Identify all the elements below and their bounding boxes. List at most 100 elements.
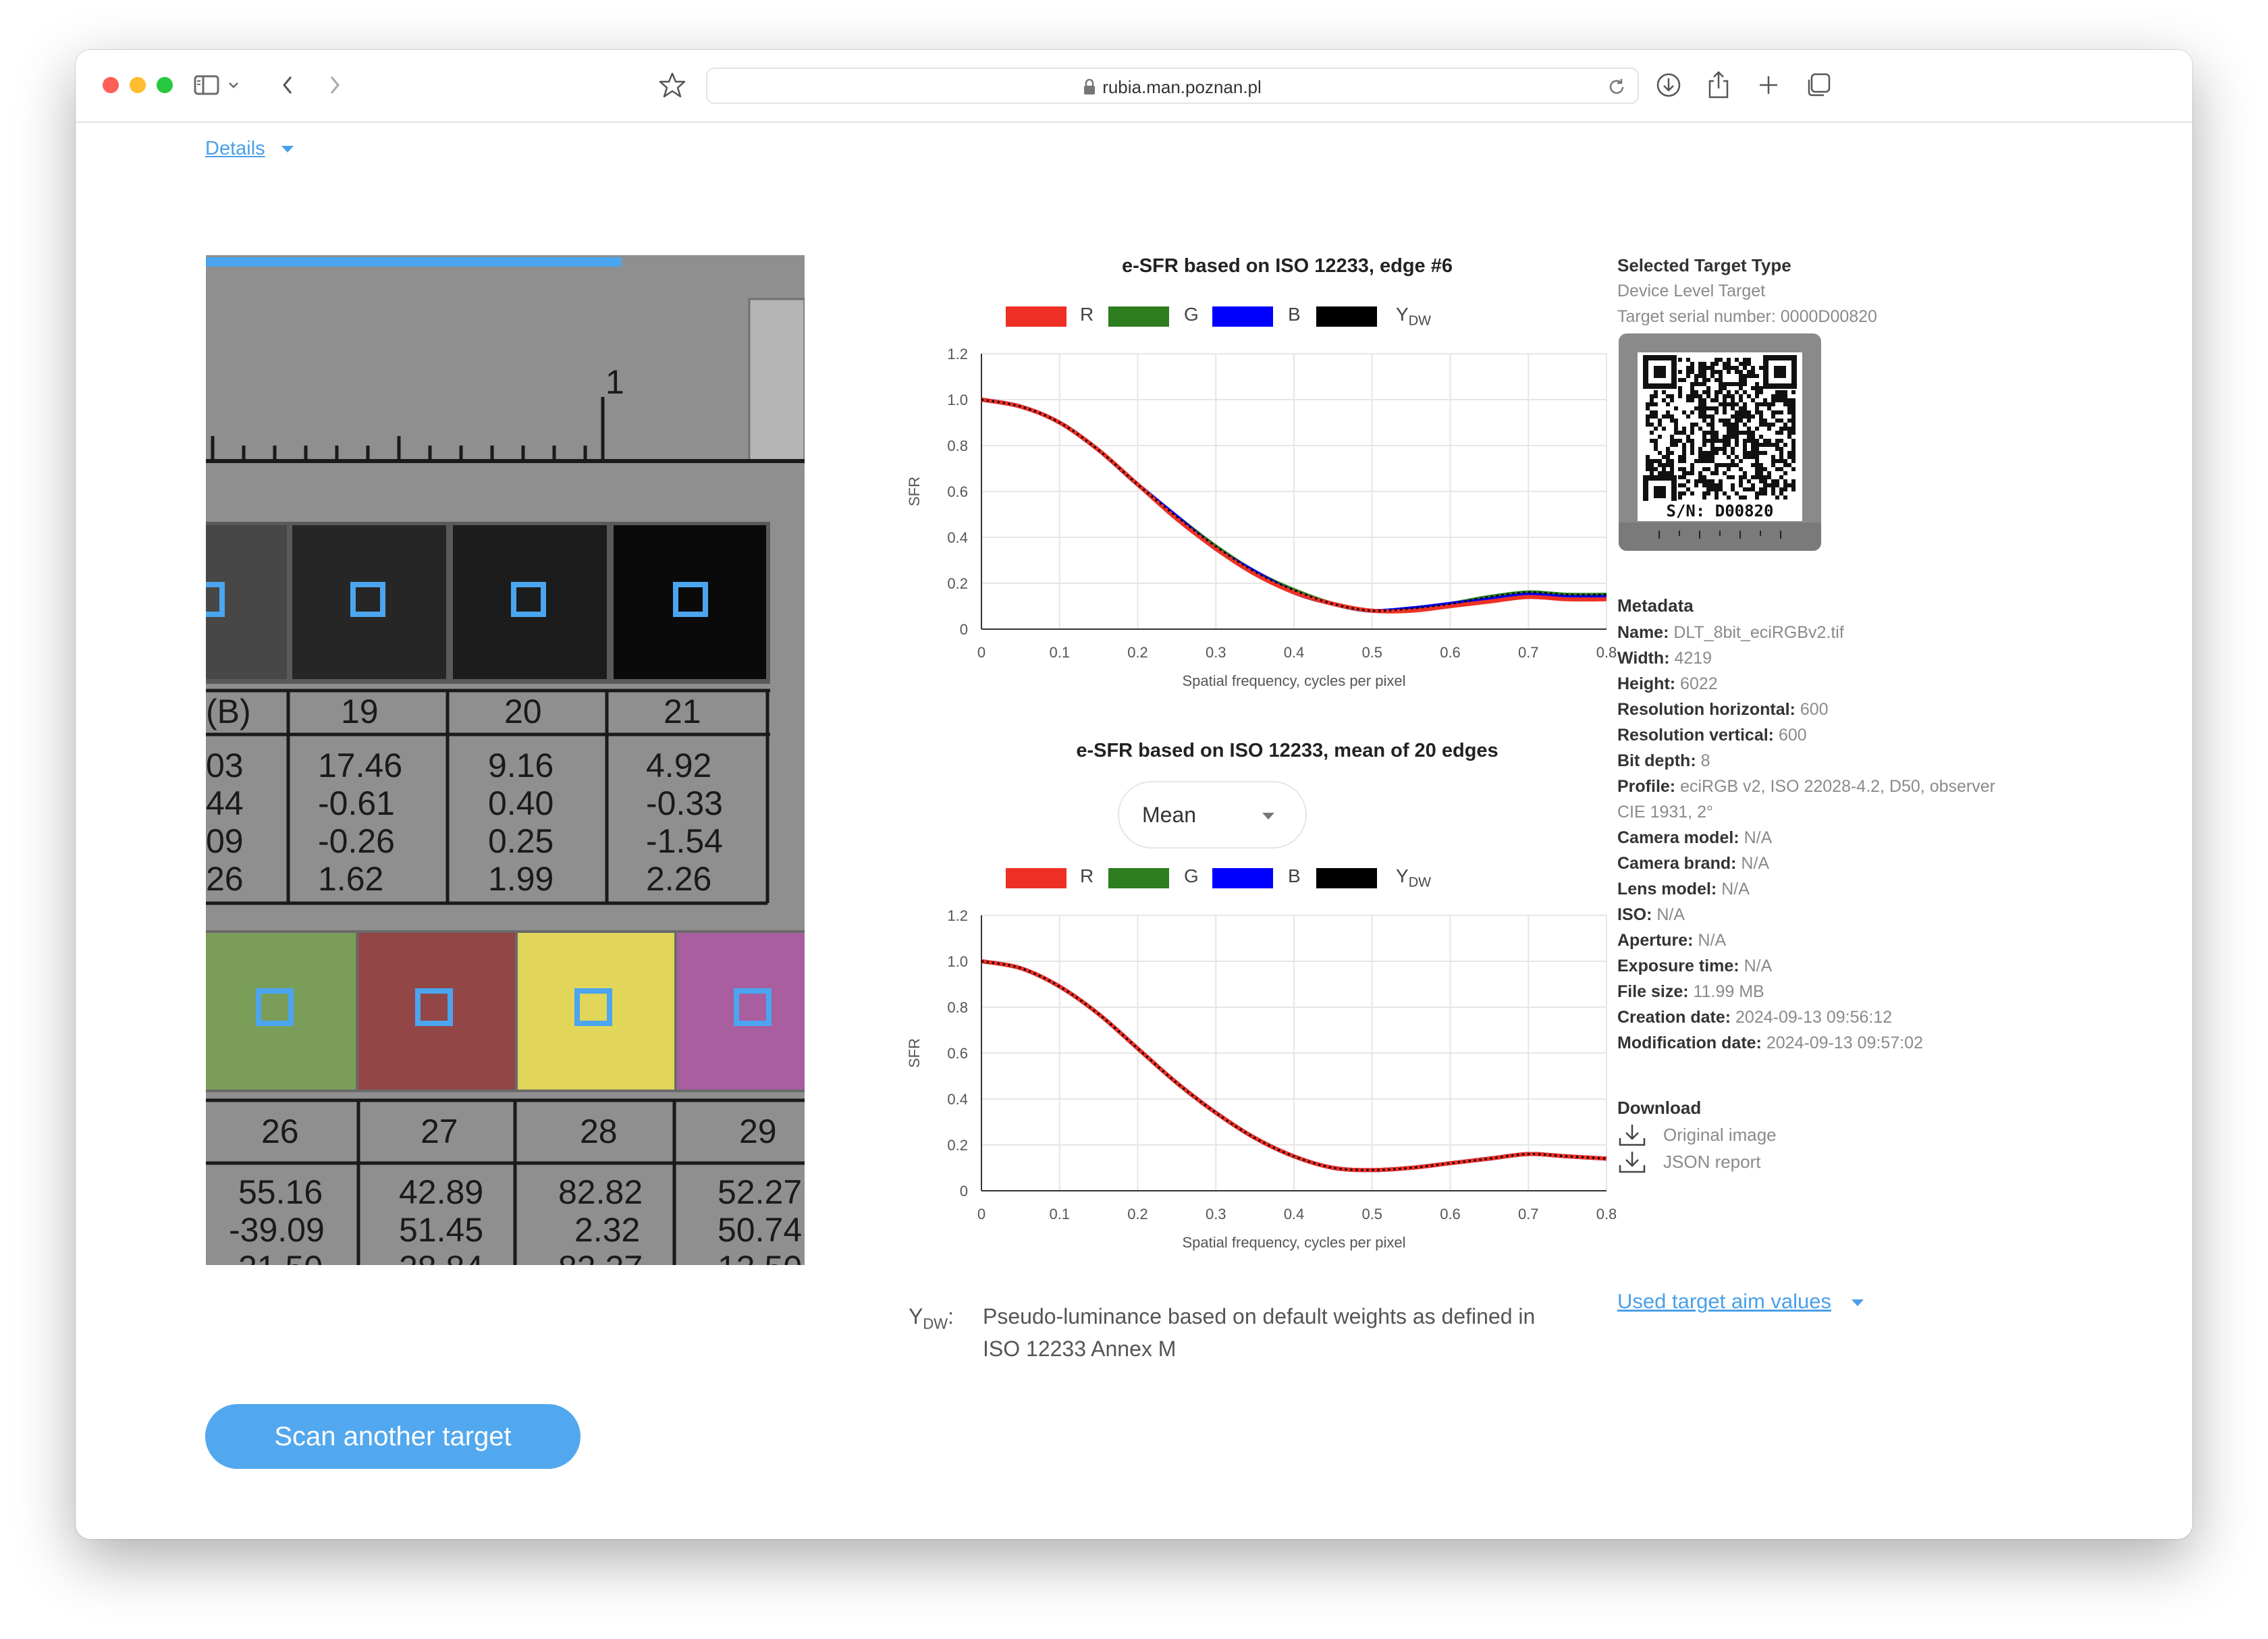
y-tick-label: 0.8: [947, 999, 968, 1016]
details-toggle[interactable]: Details: [205, 138, 294, 160]
metadata-value: DLT_8bit_eciRGBv2.tif: [1673, 623, 1844, 642]
back-icon[interactable]: [273, 70, 302, 100]
metadata-value: N/A: [1744, 957, 1773, 975]
row2-col3-v0: 52.27: [718, 1173, 803, 1211]
new-tab-icon[interactable]: [1754, 70, 1783, 100]
metadata-row: CIE 1931, 2°: [1617, 799, 1713, 825]
used-target-label: Used target aim values: [1617, 1289, 1832, 1313]
y-tick-label: 0.2: [947, 575, 968, 592]
x-tick-label: 0.2: [1127, 1206, 1148, 1222]
share-icon[interactable]: [1704, 70, 1733, 100]
legend2-swatch-r[interactable]: [1006, 868, 1066, 888]
x-tick-label: 0.2: [1127, 644, 1148, 661]
legend-y-sub: DW: [1408, 313, 1432, 329]
y-axis-label: SFR: [906, 1038, 923, 1068]
address-bar[interactable]: rubia.man.poznan.pl: [706, 68, 1639, 104]
legend-label-y: YDW: [1396, 304, 1431, 329]
row2-col3-v1: 50.74: [718, 1211, 803, 1249]
zoom-window-button[interactable]: [157, 77, 173, 93]
legend-label-g: G: [1184, 304, 1199, 325]
legend2-y-symbol: Y: [1396, 865, 1409, 886]
metadata-key: Width:: [1617, 649, 1675, 668]
metadata-value: N/A: [1744, 828, 1773, 847]
metadata-value: 11.99 MB: [1693, 982, 1764, 1001]
minimize-window-button[interactable]: [130, 77, 146, 93]
legend2-swatch-b[interactable]: [1212, 868, 1273, 888]
ruler-number: 1: [605, 363, 624, 401]
metadata-row: Height: 6022: [1617, 671, 1718, 697]
row2-col1-v0: 42.89: [399, 1173, 484, 1211]
legend2-label-y: YDW: [1396, 865, 1431, 891]
download-icon: [1619, 1125, 1646, 1146]
metadata-key: Exposure time:: [1617, 957, 1744, 975]
download-icon[interactable]: [1654, 70, 1683, 100]
legend-swatch-r[interactable]: [1006, 306, 1066, 327]
edge-select-dropdown[interactable]: Mean: [1118, 781, 1307, 849]
lock-icon: [1084, 78, 1096, 95]
legend2-swatch-y[interactable]: [1316, 868, 1377, 888]
details-label: Details: [205, 138, 265, 159]
x-tick-label: 0.4: [1284, 1206, 1305, 1222]
y-tick-label: 0.8: [947, 437, 968, 454]
x-tick-label: 0.1: [1049, 1206, 1070, 1222]
tab-overview-icon[interactable]: [1804, 70, 1833, 100]
metadata-row: Creation date: 2024-09-13 09:56:12: [1617, 1004, 1892, 1030]
row1-header-21: 21: [664, 693, 701, 730]
row2-col1-v2: 28.84: [399, 1249, 483, 1265]
metadata-value: CIE 1931, 2°: [1617, 803, 1714, 822]
row2-header-27: 27: [421, 1112, 458, 1150]
x-tick-label: 0.8: [1596, 1206, 1617, 1222]
y-tick-label: 0.6: [947, 483, 968, 500]
series-line-ydw: [981, 398, 1607, 612]
scan-another-target-button[interactable]: Scan another target: [205, 1404, 580, 1469]
metadata-row: Camera brand: N/A: [1617, 851, 1769, 876]
bookmark-star-icon[interactable]: [657, 70, 687, 100]
metadata-row: Resolution vertical: 600: [1617, 722, 1807, 748]
x-tick-label: 0.3: [1206, 644, 1226, 661]
legend-swatch-y[interactable]: [1316, 306, 1377, 327]
x-tick-label: 0.6: [1440, 1206, 1461, 1222]
row1-col2-v3: 1.99: [488, 860, 554, 898]
row2-col2-v2: 82.27: [558, 1249, 643, 1265]
sidebar-toggle-icon[interactable]: [192, 70, 221, 100]
sfr-chart-mean[interactable]: 0 0.1 0.2 0.3 0.4 0.5 0.6 0.7 0.8 0 0.2 0.4 0.6 0.8 1.…: [892, 895, 1648, 1273]
metadata-row: Resolution horizontal: 600: [1617, 697, 1829, 722]
x-tick-label: 0.4: [1284, 644, 1305, 661]
legend-swatch-b[interactable]: [1212, 306, 1273, 327]
download-original-label: Original image: [1663, 1125, 1777, 1145]
legend2-swatch-g[interactable]: [1108, 868, 1169, 888]
target-image-drawing: [206, 255, 805, 1265]
row1-col3-v0: 4.92: [646, 747, 712, 784]
row1-col0-v0: 03: [206, 747, 244, 784]
row2-col1-v1: 51.45: [399, 1211, 484, 1249]
legend2-label-g: G: [1184, 865, 1199, 886]
metadata-value: N/A: [1656, 905, 1685, 924]
metadata-key: Creation date:: [1617, 1008, 1736, 1027]
close-window-button[interactable]: [103, 77, 119, 93]
used-target-aim-values-toggle[interactable]: Used target aim values: [1617, 1289, 1864, 1314]
download-heading: Download: [1617, 1098, 1702, 1118]
caret-down-icon: [281, 146, 294, 153]
metadata-key: Bit depth:: [1617, 751, 1701, 770]
metadata-value: 2024-09-13 09:56:12: [1735, 1008, 1893, 1027]
metadata-key: Lens model:: [1617, 880, 1722, 898]
edge-select-value: Mean: [1142, 803, 1197, 827]
target-serial: Target serial number: 0000D00820: [1617, 307, 1877, 326]
row1-col3-v2: -1.54: [646, 822, 723, 860]
row1-col1-v0: 17.46: [318, 747, 403, 784]
legend2-label-b: B: [1288, 865, 1301, 886]
sfr-chart-edge[interactable]: 0 0.1 0.2 0.3 0.4 0.5 0.6 0.7 0.8 0 0.2 0.4 0.6 0.8 1.…: [892, 333, 1648, 711]
chart1-title: e-SFR based on ISO 12233, edge #6: [1122, 255, 1453, 277]
chart1-legend: R G B YDW: [1006, 304, 1613, 331]
address-url: rubia.man.poznan.pl: [1102, 77, 1262, 97]
chevron-down-icon[interactable]: [225, 70, 242, 100]
forward-icon[interactable]: [320, 70, 350, 100]
legend-swatch-g[interactable]: [1108, 306, 1169, 327]
metadata-value: 600: [1800, 700, 1829, 719]
page-content: Details: [76, 123, 2192, 1539]
x-tick-label: 0.3: [1206, 1206, 1226, 1222]
x-tick-label: 0.8: [1596, 644, 1617, 661]
reload-icon[interactable]: [1606, 77, 1627, 97]
y-tick-label: 1.2: [947, 907, 968, 924]
metadata-row: File size: 11.99 MB: [1617, 979, 1764, 1004]
